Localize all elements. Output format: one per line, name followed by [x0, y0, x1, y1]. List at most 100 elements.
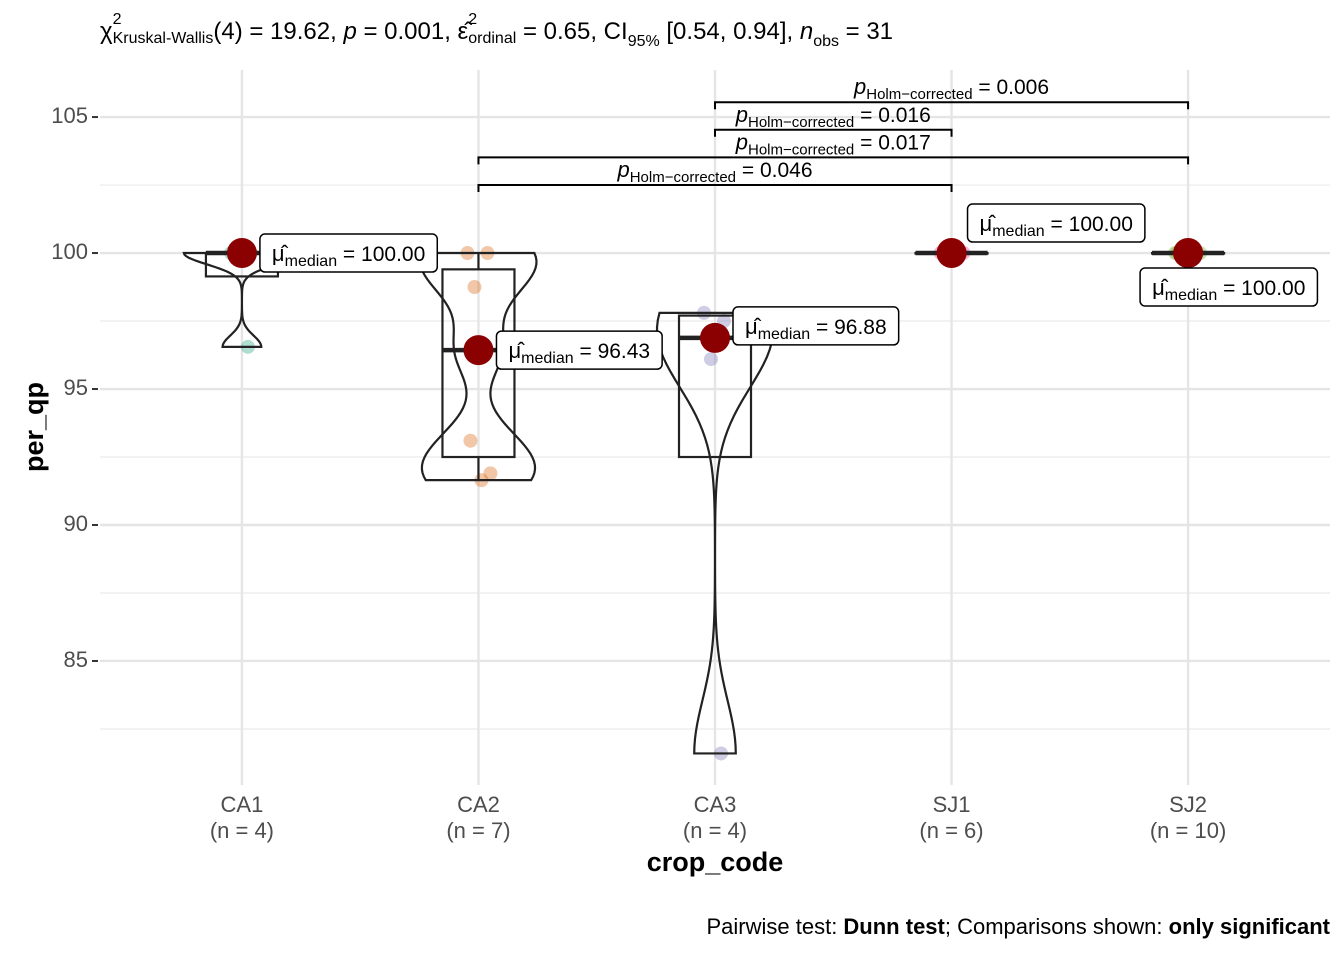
mu-eq: = [574, 340, 598, 363]
mu-sub: median [285, 253, 337, 270]
median-label: μ̂median = 100.00 [966, 203, 1146, 243]
mu-symbol: μ̂ [980, 211, 997, 236]
y-tick-label: 85 [64, 647, 88, 672]
p-value: 0.046 [760, 159, 813, 182]
x-tick-label: SJ2 [1169, 792, 1207, 817]
x-axis-title: crop_code [647, 847, 784, 877]
median-label-text: μ̂median = 100.00 [980, 211, 1133, 240]
mu-symbol: μ̂ [272, 241, 289, 266]
mu-symbol: μ̂ [1152, 275, 1169, 300]
text-segment: = 0.001, [356, 18, 458, 45]
sup-sub: 2 Kruskal-Wallis [113, 11, 214, 47]
box [677, 314, 753, 459]
p-value: 0.016 [878, 104, 931, 127]
p-symbol: p [853, 74, 866, 99]
median-label-box [1139, 267, 1319, 307]
median-point [936, 238, 967, 269]
p-eq: = [973, 76, 997, 99]
text-segment: p [343, 18, 357, 45]
x-count-label: (n = 4) [210, 818, 274, 843]
mu-sub: median [1165, 287, 1217, 304]
mu-value: 100.00 [361, 243, 425, 266]
significance-bracket [714, 128, 953, 137]
subtitle: χ 2 Kruskal-Wallis (4) = 19.62, p = 0.001, … [100, 11, 893, 51]
p-symbol: p [735, 129, 748, 154]
sub: Kruskal-Wallis [112, 29, 214, 47]
median-point [1173, 238, 1204, 269]
text-segment: ε̂ [457, 18, 469, 45]
p-label: pHolm−corrected = 0.046 [616, 157, 812, 186]
p-label: pHolm−corrected = 0.016 [735, 102, 931, 131]
violin [182, 251, 302, 348]
median-label: μ̂median = 100.00 [259, 233, 439, 273]
text-segment: only significant [1168, 914, 1330, 939]
y-axis-title: per_qp [19, 382, 49, 472]
median-label-box [732, 306, 900, 346]
p-value: 0.006 [996, 76, 1049, 99]
median-label-text: μ̂median = 100.00 [272, 241, 425, 270]
median-label-text: μ̂median = 100.00 [1152, 275, 1305, 304]
text-segment: n [799, 18, 814, 45]
significance-bracket [714, 101, 1190, 110]
mu-eq: = [810, 316, 834, 339]
p-sub: Holm−corrected [748, 141, 854, 158]
p-eq: = [854, 104, 878, 127]
median-point [226, 238, 257, 269]
mu-sub: median [758, 326, 810, 343]
x-tick-label: CA1 [221, 792, 264, 817]
text-segment: χ [100, 18, 113, 45]
data-point [463, 433, 478, 448]
x-tick-label: SJ1 [933, 792, 971, 817]
text-segment: (4) = 19.62, [213, 18, 344, 45]
x-tick-label: CA2 [457, 792, 500, 817]
text-segment: ; Comparisons shown: [944, 914, 1169, 939]
median-label-box [495, 330, 663, 370]
x-count-label: (n = 10) [1150, 818, 1226, 843]
caption: Pairwise test: Dunn test; Comparisons sh… [706, 914, 1330, 940]
sub: ordinal [468, 29, 517, 47]
p-label: pHolm−corrected = 0.017 [735, 129, 931, 158]
significance-bracket [477, 184, 953, 192]
p-eq: = [736, 159, 760, 182]
sub: obs [813, 33, 839, 50]
violin [655, 311, 775, 755]
data-point [467, 280, 482, 295]
mu-value: 96.43 [598, 340, 651, 363]
p-sub: Holm−corrected [866, 86, 972, 103]
p-label: pHolm−corrected = 0.006 [853, 74, 1049, 103]
p-eq: = [854, 131, 878, 154]
median-label: μ̂median = 96.88 [732, 306, 900, 346]
mu-symbol: μ̂ [745, 314, 762, 339]
mu-sub: median [992, 223, 1044, 240]
p-symbol: p [616, 157, 629, 182]
y-tick-label: 90 [64, 511, 88, 536]
sup: 2 [112, 10, 122, 28]
y-tick-label: 105 [51, 103, 88, 128]
x-tick-label: CA3 [694, 792, 737, 817]
sub: 95% [627, 33, 660, 50]
median-label: μ̂median = 96.43 [495, 330, 663, 370]
x-count-label: (n = 7) [446, 818, 510, 843]
p-sub: Holm−corrected [630, 169, 736, 186]
data-point [483, 466, 498, 481]
p-value: 0.017 [878, 131, 931, 154]
p-sub: Holm−corrected [748, 114, 854, 131]
median-point [463, 335, 494, 366]
median-label-box [259, 233, 439, 273]
y-tick-label: 100 [51, 239, 88, 264]
significance-bracket [477, 156, 1190, 165]
median-label-text: μ̂median = 96.88 [745, 314, 887, 343]
x-count-label: (n = 6) [919, 818, 983, 843]
data-point [704, 352, 718, 367]
median-label-box [966, 203, 1146, 243]
sup: 2 [468, 10, 478, 28]
mu-value: 100.00 [1241, 277, 1305, 300]
sup-sub: 2 ordinal [468, 11, 516, 47]
mu-eq: = [1045, 213, 1069, 236]
median-label: μ̂median = 100.00 [1139, 267, 1319, 307]
mu-sub: median [521, 350, 573, 367]
mu-eq: = [1217, 277, 1241, 300]
text-segment: Dunn test [843, 914, 945, 939]
